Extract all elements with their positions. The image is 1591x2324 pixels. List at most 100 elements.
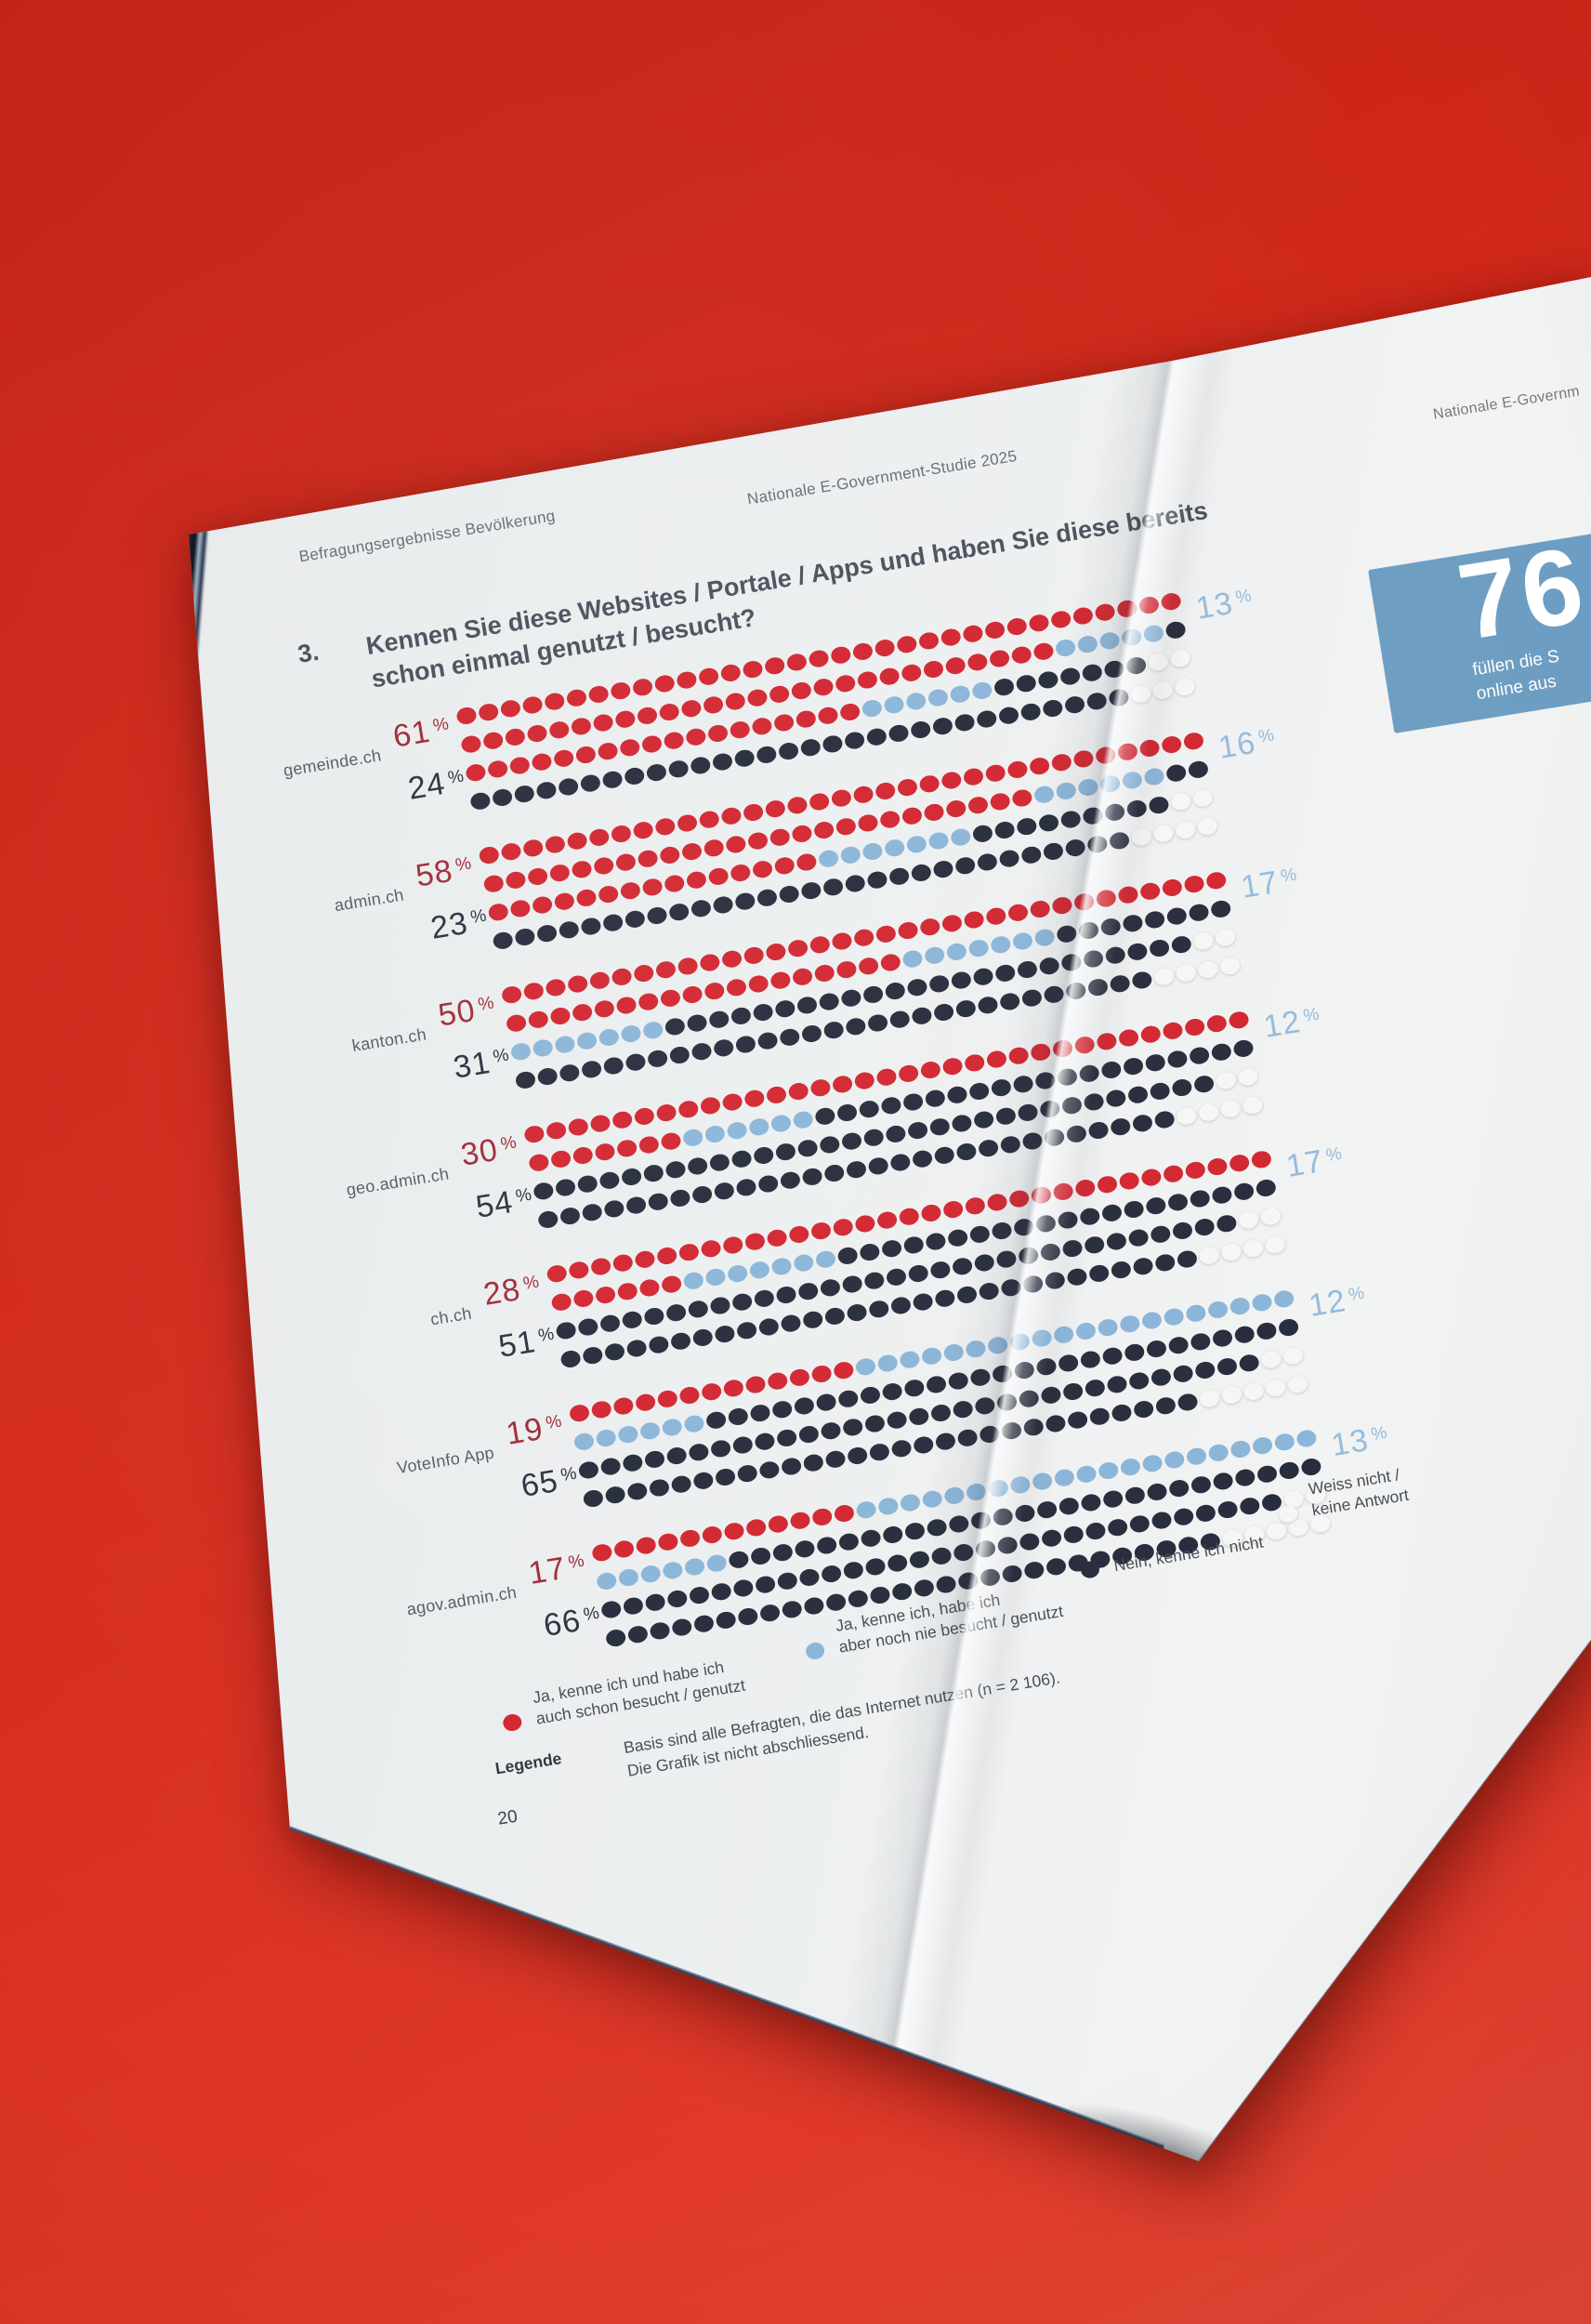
red-dot [723, 1521, 745, 1541]
red-dot [552, 748, 575, 769]
red-dot [702, 694, 725, 715]
dark-dot [601, 913, 625, 933]
dark-dot [929, 1403, 953, 1423]
blue-dot [1119, 1314, 1141, 1334]
red-dot [743, 945, 766, 966]
red-dot [486, 759, 509, 779]
dark-dot [847, 1589, 870, 1609]
dark-dot [1154, 1395, 1177, 1416]
dark-dot [1085, 1521, 1107, 1541]
red-dot [940, 913, 964, 933]
dark-dot [513, 784, 536, 804]
dark-dot [1212, 1471, 1234, 1491]
dark-dot [1167, 1335, 1190, 1355]
right-page-header: Nationale E-Governm [1431, 383, 1582, 423]
red-dot [1074, 1178, 1097, 1198]
dark-dot [1043, 984, 1065, 1005]
dark-dot [775, 1428, 798, 1448]
dark-dot [796, 1281, 820, 1301]
red-dot [618, 737, 641, 758]
red-dot [615, 995, 638, 1016]
dark-dot [978, 1281, 1001, 1301]
red-dot [812, 677, 835, 697]
blue-dot [1008, 1331, 1032, 1353]
dark-dot [1132, 1256, 1154, 1276]
dark-dot [1040, 1528, 1063, 1549]
red-dot [751, 716, 773, 736]
red-dot [706, 723, 730, 744]
dark-dot [888, 866, 911, 887]
dark-dot [752, 1145, 775, 1166]
red-dot [834, 673, 857, 693]
dark-dot [758, 1603, 782, 1623]
red-dot [634, 1393, 657, 1413]
red-dot [502, 1712, 523, 1733]
dark-dot [836, 1246, 859, 1266]
dark-dot [535, 780, 558, 800]
dark-dot [1127, 1228, 1150, 1248]
dark-dot [713, 1181, 736, 1201]
dark-dot [492, 931, 514, 951]
dark-dot [1122, 1056, 1145, 1076]
dark-dot [1019, 702, 1042, 722]
blue-dot [1011, 931, 1034, 951]
page-number: 20 [496, 1806, 519, 1829]
blue-dot [1119, 1457, 1142, 1477]
dark-dot [1056, 924, 1078, 944]
red-dot [615, 1138, 638, 1158]
dark-dot [1148, 938, 1171, 958]
red-dot [610, 824, 633, 844]
red-dot [685, 727, 707, 747]
red-dot [1183, 1017, 1206, 1037]
dark-dot [688, 1442, 710, 1462]
dark-dot [690, 898, 713, 918]
red-dot [482, 874, 506, 894]
red-dot [481, 731, 505, 751]
dark-dot [774, 1142, 797, 1162]
red-dot [632, 820, 654, 840]
dark-dot [582, 1488, 605, 1509]
red-dot [680, 841, 703, 862]
percent-value: 24 [405, 765, 448, 807]
red-dot [940, 770, 963, 791]
dark-dot [1172, 1507, 1195, 1527]
dark-dot [580, 916, 602, 937]
dark-dot [1234, 1468, 1256, 1488]
dark-dot [818, 991, 841, 1012]
blue-dot [877, 1496, 900, 1516]
red-dot [944, 655, 966, 676]
red-dot [920, 1203, 942, 1223]
white-dot [1174, 820, 1197, 840]
red-dot [985, 1049, 1008, 1070]
dark-dot [863, 1413, 887, 1434]
dark-dot [1123, 1342, 1146, 1363]
percent-value: 66 [541, 1603, 584, 1644]
dark-dot [1109, 1116, 1132, 1137]
dark-dot [955, 1285, 979, 1305]
red-dot [829, 645, 852, 666]
red-dot [1228, 1153, 1251, 1173]
dark-dot [559, 1349, 582, 1369]
dark-dot [1017, 1103, 1039, 1123]
blue-dot [1053, 1468, 1076, 1488]
percent-value: 54 [473, 1183, 516, 1225]
dark-dot [1132, 1399, 1155, 1419]
white-dot [1277, 1504, 1299, 1525]
red-dot [523, 1124, 546, 1144]
dark-dot [1192, 1074, 1216, 1094]
red-dot [746, 688, 769, 708]
dark-dot [824, 1592, 848, 1613]
red-dot [1206, 1156, 1229, 1177]
red-dot [812, 820, 835, 840]
dark-dot [1110, 1260, 1133, 1280]
blue-dot [989, 934, 1012, 955]
red-dot [963, 1052, 986, 1073]
dark-dot [911, 1149, 934, 1169]
red-dot [832, 1217, 855, 1237]
dark-dot [1079, 1560, 1101, 1580]
red-dot [897, 1063, 920, 1084]
dark-dot [602, 1055, 625, 1076]
blue-dot [920, 1346, 943, 1367]
dark-dot [799, 737, 822, 758]
dark-dot [1035, 1356, 1058, 1377]
